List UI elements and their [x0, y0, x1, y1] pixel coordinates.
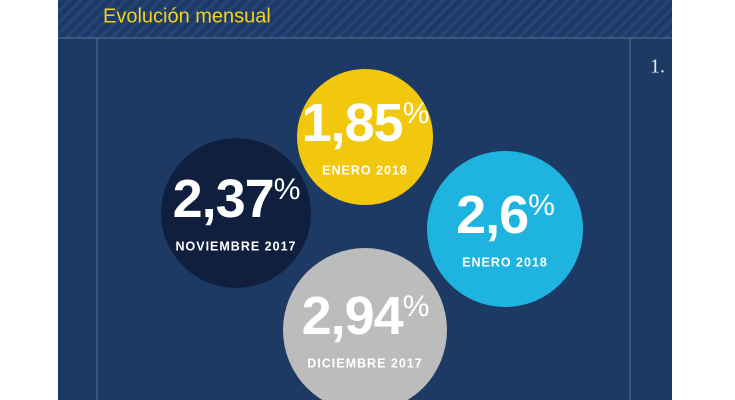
item-label: NOVIEMBRE 2017 [176, 239, 297, 253]
value-unit: % [403, 97, 429, 130]
item-label: ENERO 2018 [462, 255, 548, 269]
circle [161, 138, 311, 288]
circle [297, 69, 433, 205]
value-unit: % [274, 173, 300, 206]
item-label: ENERO 2018 [322, 163, 408, 177]
value: 2,94% [302, 286, 429, 346]
value-unit: % [528, 189, 554, 222]
circle [427, 151, 583, 307]
value: 2,6% [456, 185, 554, 245]
title: Evolución mensual [103, 5, 271, 27]
header-band [58, 0, 672, 38]
circles: 1,85% ENERO 2018 2,37% NOVIEMBRE 2017 2,6% EN… [161, 69, 583, 400]
value-number: 2,6 [456, 185, 528, 245]
value-number: 1,85 [302, 93, 403, 153]
value-number: 2,37 [173, 169, 274, 229]
side-marker: 1. [650, 56, 665, 78]
item-label: DICIEMBRE 2017 [307, 356, 422, 370]
value: 1,85% [302, 93, 429, 153]
circle [283, 248, 447, 400]
value: 2,37% [173, 169, 300, 229]
value-number: 2,94 [302, 286, 404, 346]
value-unit: % [403, 290, 429, 323]
